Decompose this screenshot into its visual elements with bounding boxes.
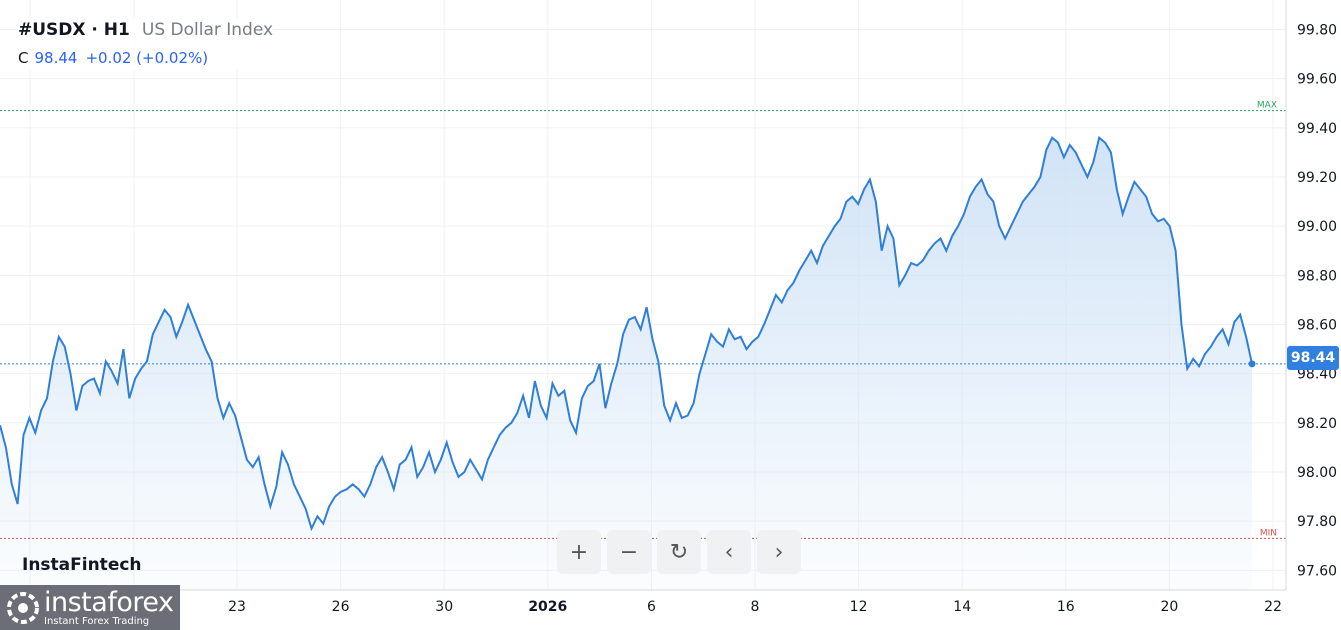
- y-tick-label: 98.00: [1297, 465, 1337, 481]
- logo-icon: [7, 592, 39, 624]
- x-tick-label: 8: [751, 599, 760, 615]
- y-tick-label: 99.60: [1297, 72, 1337, 88]
- zoom-out-button[interactable]: −: [607, 530, 651, 574]
- instaforex-logo: instaforex Instant Forex Trading: [0, 585, 180, 630]
- y-tick-label: 98.20: [1297, 416, 1337, 432]
- chart-reference-lines: MAX MIN: [0, 101, 1286, 539]
- x-tick-label: 12: [850, 599, 868, 615]
- x-tick-label: 6: [647, 599, 656, 615]
- chart-toolbar: + − ↻ ‹ ›: [557, 530, 801, 574]
- close-label: C: [18, 49, 29, 67]
- y-tick-label: 97.80: [1297, 514, 1337, 530]
- min-label: MIN: [1260, 528, 1277, 538]
- x-tick-label: 30: [435, 599, 453, 615]
- x-tick-label: 14: [953, 599, 971, 615]
- instrument-name: US Dollar Index: [141, 20, 274, 40]
- symbol-label: #USDX · H1: [18, 20, 130, 40]
- y-tick-label: 98.80: [1297, 268, 1337, 284]
- x-tick-label: 22: [1264, 599, 1282, 615]
- y-tick-label: 98.40: [1297, 367, 1337, 383]
- y-tick-label: 98.60: [1297, 318, 1337, 334]
- x-tick-label: 16: [1057, 599, 1075, 615]
- brand-label: InstaFintech: [22, 555, 142, 575]
- y-tick-label: 99.80: [1297, 23, 1337, 39]
- y-tick-label: 99.20: [1297, 170, 1337, 186]
- chart-header: #USDX · H1 US Dollar Index C 98.44 +0.02 (+…: [18, 18, 274, 70]
- max-label: MAX: [1257, 101, 1277, 111]
- x-tick-label: 2026: [528, 599, 567, 615]
- y-axis: 99.80 99.60 99.40 99.20 99.00 98.80 98.60 98.40…: [1285, 0, 1337, 590]
- x-tick-label: 26: [332, 599, 350, 615]
- last-price-tag: 98.44: [1287, 346, 1339, 370]
- reset-button[interactable]: ↻: [657, 530, 701, 574]
- zoom-in-button[interactable]: +: [557, 530, 601, 574]
- x-axis: 23 26 30 2026 6 8 12 14 16 20 22: [0, 589, 1286, 615]
- price-line: [0, 135, 1253, 532]
- x-tick-label: 23: [228, 599, 246, 615]
- logo-subtext: Instant Forex Trading: [44, 616, 150, 627]
- logo-text: instaforex: [44, 587, 174, 618]
- x-tick-label: 20: [1160, 599, 1178, 615]
- scroll-left-button[interactable]: ‹: [707, 530, 751, 574]
- y-tick-label: 99.00: [1297, 219, 1337, 235]
- close-value: 98.44: [34, 49, 78, 67]
- scroll-right-button[interactable]: ›: [757, 530, 801, 574]
- y-tick-label: 99.40: [1297, 121, 1337, 137]
- y-tick-label: 97.60: [1297, 563, 1337, 579]
- change-value: +0.02 (+0.02%): [85, 49, 209, 67]
